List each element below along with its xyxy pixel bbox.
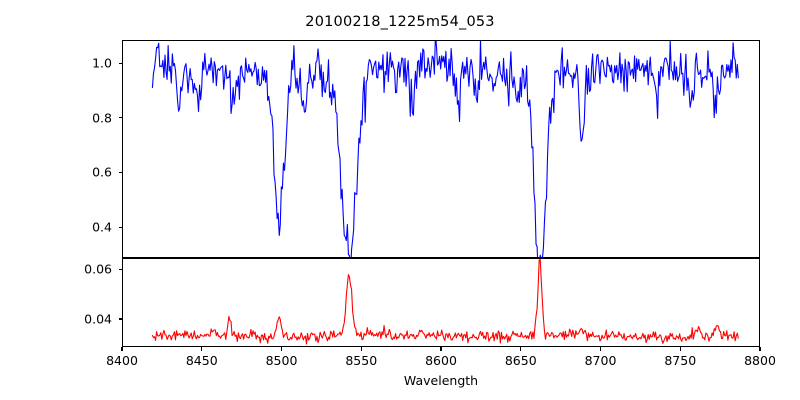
x-ticks: 8400 8450 8500 8550 8600 8650 8700 8750 8800 (106, 347, 776, 369)
x-tick-label: 8600 (425, 353, 457, 368)
spectrum-y-tick-mark (118, 62, 122, 64)
x-tick-mark (280, 347, 283, 351)
x-tick-label: 8500 (265, 353, 298, 368)
x-axis-label: Wavelength (403, 373, 479, 388)
x-tick-label: 8550 (345, 353, 378, 368)
spectrum-y-tick-label: 0.8 (92, 110, 112, 126)
x-tick-label: 8750 (664, 353, 697, 368)
spectrum-y-tick-mark (118, 171, 122, 174)
spectrum-y-tick-label: 1.0 (92, 55, 112, 71)
spectrum-y-tick-label: 0.4 (92, 219, 112, 235)
error-y-tick-label: 0.04 (84, 311, 112, 327)
x-tick-label: 8800 (744, 353, 776, 368)
figure-title: 20100218_1225m54_053 (305, 14, 495, 30)
error-line-plot (123, 259, 759, 346)
spectrum-y-tick-mark (118, 117, 122, 119)
spectrum-axes (122, 40, 760, 258)
error-y-tick-mark (118, 268, 122, 270)
error-axes (122, 258, 760, 347)
x-tick-mark (520, 347, 522, 351)
x-tick-mark (599, 347, 602, 351)
spectrum-data-line (152, 41, 738, 257)
x-tick-mark (679, 347, 681, 351)
spectrum-y-tick-mark (118, 226, 122, 228)
x-tick-label: 8700 (584, 353, 617, 368)
x-tick-label: 8650 (504, 353, 537, 368)
x-tick-mark (759, 347, 761, 351)
spectrum-y-tick-label: 0.6 (92, 164, 112, 180)
error-y-tick-label: 0.06 (84, 261, 112, 277)
error-data-line (152, 259, 738, 343)
x-tick-label: 8400 (106, 353, 138, 368)
x-tick-label: 8450 (185, 353, 218, 368)
spectrum-line-plot (123, 41, 759, 257)
x-tick-mark (440, 347, 442, 351)
x-tick-mark (121, 347, 123, 351)
error-y-tick-mark (118, 318, 122, 320)
x-tick-mark (201, 347, 203, 351)
x-tick-mark (360, 347, 362, 351)
